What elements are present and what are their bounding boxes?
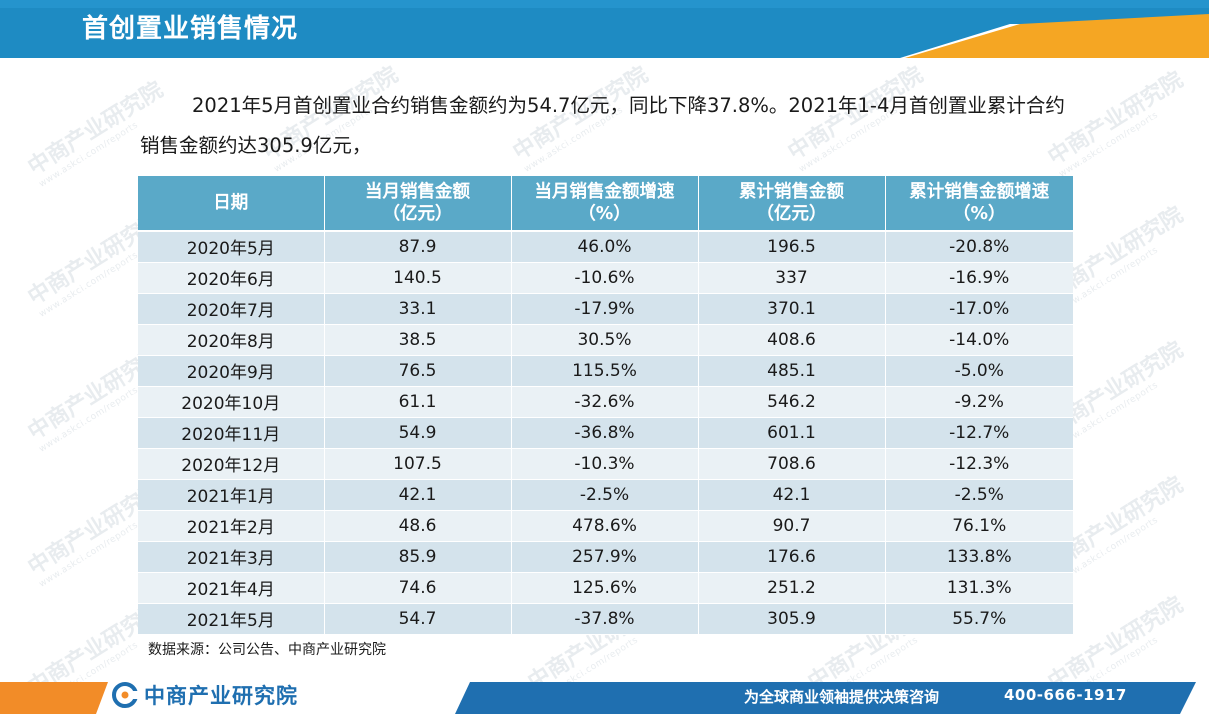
cell-cumulative-amount: 196.5 [698,231,886,263]
cell-cumulative-growth: 76.1% [885,510,1073,542]
cell-cumulative-growth: -14.0% [885,324,1073,356]
cell-cumulative-growth: 131.3% [885,572,1073,604]
cell-cumulative-growth: -2.5% [885,479,1073,511]
cell-monthly-growth: -17.9% [511,293,699,325]
cell-date: 2020年12月 [138,448,325,480]
cell-date: 2021年3月 [138,541,325,573]
cell-monthly-growth: -10.3% [511,448,699,480]
table-row: 2020年7月 33.1 -17.9% 370.1 -17.0% [138,293,1073,325]
cell-monthly-growth: -36.8% [511,417,699,449]
logo-icon [112,682,138,708]
cell-cumulative-growth: -12.7% [885,417,1073,449]
footer-phone: 400-666-1917 [1004,686,1127,704]
header-background [0,0,1209,58]
cell-monthly-amount: 33.1 [324,293,512,325]
cell-monthly-amount: 74.6 [324,572,512,604]
cell-monthly-growth: 30.5% [511,324,699,356]
cell-monthly-growth: 125.6% [511,572,699,604]
cell-date: 2020年5月 [138,231,325,263]
header-date: 日期 [138,176,325,232]
logo-text: 中商产业研究院 [144,684,298,708]
intro-paragraph: 2021年5月首创置业合约销售金额约为54.7亿元，同比下降37.8%。2021… [140,94,1065,157]
cell-monthly-amount: 48.6 [324,510,512,542]
cell-monthly-amount: 140.5 [324,262,512,294]
cell-monthly-growth: -32.6% [511,386,699,418]
cell-date: 2020年8月 [138,324,325,356]
footer-background [0,682,1196,714]
cell-cumulative-amount: 251.2 [698,572,886,604]
table-row: 2021年3月 85.9 257.9% 176.6 133.8% [138,541,1073,573]
cell-cumulative-amount: 708.6 [698,448,886,480]
table-header-row: 日期 当月销售金额 （亿元） 当月销售金额增速 （%） 累计销售金额 （亿元） 累计销… [138,176,1073,232]
cell-monthly-amount: 87.9 [324,231,512,263]
cell-monthly-amount: 107.5 [324,448,512,480]
cell-date: 2021年1月 [138,479,325,511]
table-row: 2020年11月 54.9 -36.8% 601.1 -12.7% [138,417,1073,449]
header-monthly-growth: 当月销售金额增速 （%） [511,176,699,232]
sales-table: 日期 当月销售金额 （亿元） 当月销售金额增速 （%） 累计销售金额 （亿元） 累计销… [138,176,1073,635]
cell-monthly-growth: 257.9% [511,541,699,573]
cell-monthly-amount: 38.5 [324,324,512,356]
cell-cumulative-amount: 546.2 [698,386,886,418]
table-row: 2021年2月 48.6 478.6% 90.7 76.1% [138,510,1073,542]
table-row: 2020年10月 61.1 -32.6% 546.2 -9.2% [138,386,1073,418]
cell-cumulative-amount: 408.6 [698,324,886,356]
cell-cumulative-amount: 42.1 [698,479,886,511]
cell-date: 2020年10月 [138,386,325,418]
cell-date: 2020年7月 [138,293,325,325]
cell-date: 2021年2月 [138,510,325,542]
cell-cumulative-growth: -20.8% [885,231,1073,263]
cell-cumulative-growth: -16.9% [885,262,1073,294]
cell-cumulative-amount: 176.6 [698,541,886,573]
cell-date: 2020年9月 [138,355,325,387]
table-row: 2020年9月 76.5 115.5% 485.1 -5.0% [138,355,1073,387]
cell-cumulative-amount: 90.7 [698,510,886,542]
cell-monthly-growth: 115.5% [511,355,699,387]
header-monthly-amount: 当月销售金额 （亿元） [324,176,512,232]
cell-date: 2020年11月 [138,417,325,449]
table-row: 2020年5月 87.9 46.0% 196.5 -20.8% [138,231,1073,263]
page-title: 首创置业销售情况 [82,14,299,44]
cell-date: 2021年5月 [138,603,325,635]
cell-monthly-amount: 54.9 [324,417,512,449]
cell-cumulative-growth: -17.0% [885,293,1073,325]
cell-cumulative-growth: 55.7% [885,603,1073,635]
cell-cumulative-growth: -9.2% [885,386,1073,418]
table-row: 2020年12月 107.5 -10.3% 708.6 -12.3% [138,448,1073,480]
table-row: 2021年4月 74.6 125.6% 251.2 131.3% [138,572,1073,604]
cell-cumulative-amount: 485.1 [698,355,886,387]
cell-monthly-amount: 54.7 [324,603,512,635]
footer-slogan: 为全球商业领袖提供决策咨询 [744,688,940,706]
cell-cumulative-amount: 601.1 [698,417,886,449]
cell-cumulative-amount: 337 [698,262,886,294]
footer-band [0,680,1209,718]
cell-cumulative-growth: 133.8% [885,541,1073,573]
table-row: 2021年5月 54.7 -37.8% 305.9 55.7% [138,603,1073,635]
cell-cumulative-amount: 305.9 [698,603,886,635]
cell-monthly-growth: 478.6% [511,510,699,542]
footer-logo: 中商产业研究院 [112,681,298,709]
cell-monthly-growth: -37.8% [511,603,699,635]
header-cumulative-growth: 累计销售金额增速 （%） [885,176,1073,232]
table-row: 2020年8月 38.5 30.5% 408.6 -14.0% [138,324,1073,356]
cell-monthly-growth: -2.5% [511,479,699,511]
source-note: 数据来源：公司公告、中商产业研究院 [148,642,386,658]
cell-monthly-amount: 61.1 [324,386,512,418]
table-row: 2021年1月 42.1 -2.5% 42.1 -2.5% [138,479,1073,511]
cell-cumulative-amount: 370.1 [698,293,886,325]
cell-monthly-growth: -10.6% [511,262,699,294]
cell-cumulative-growth: -5.0% [885,355,1073,387]
cell-monthly-amount: 42.1 [324,479,512,511]
header-cumulative-amount: 累计销售金额 （亿元） [698,176,886,232]
cell-cumulative-growth: -12.3% [885,448,1073,480]
cell-monthly-growth: 46.0% [511,231,699,263]
cell-date: 2020年6月 [138,262,325,294]
table-row: 2020年6月 140.5 -10.6% 337 -16.9% [138,262,1073,294]
cell-date: 2021年4月 [138,572,325,604]
header-band: 首创置业销售情况 [0,0,1209,58]
cell-monthly-amount: 76.5 [324,355,512,387]
cell-monthly-amount: 85.9 [324,541,512,573]
